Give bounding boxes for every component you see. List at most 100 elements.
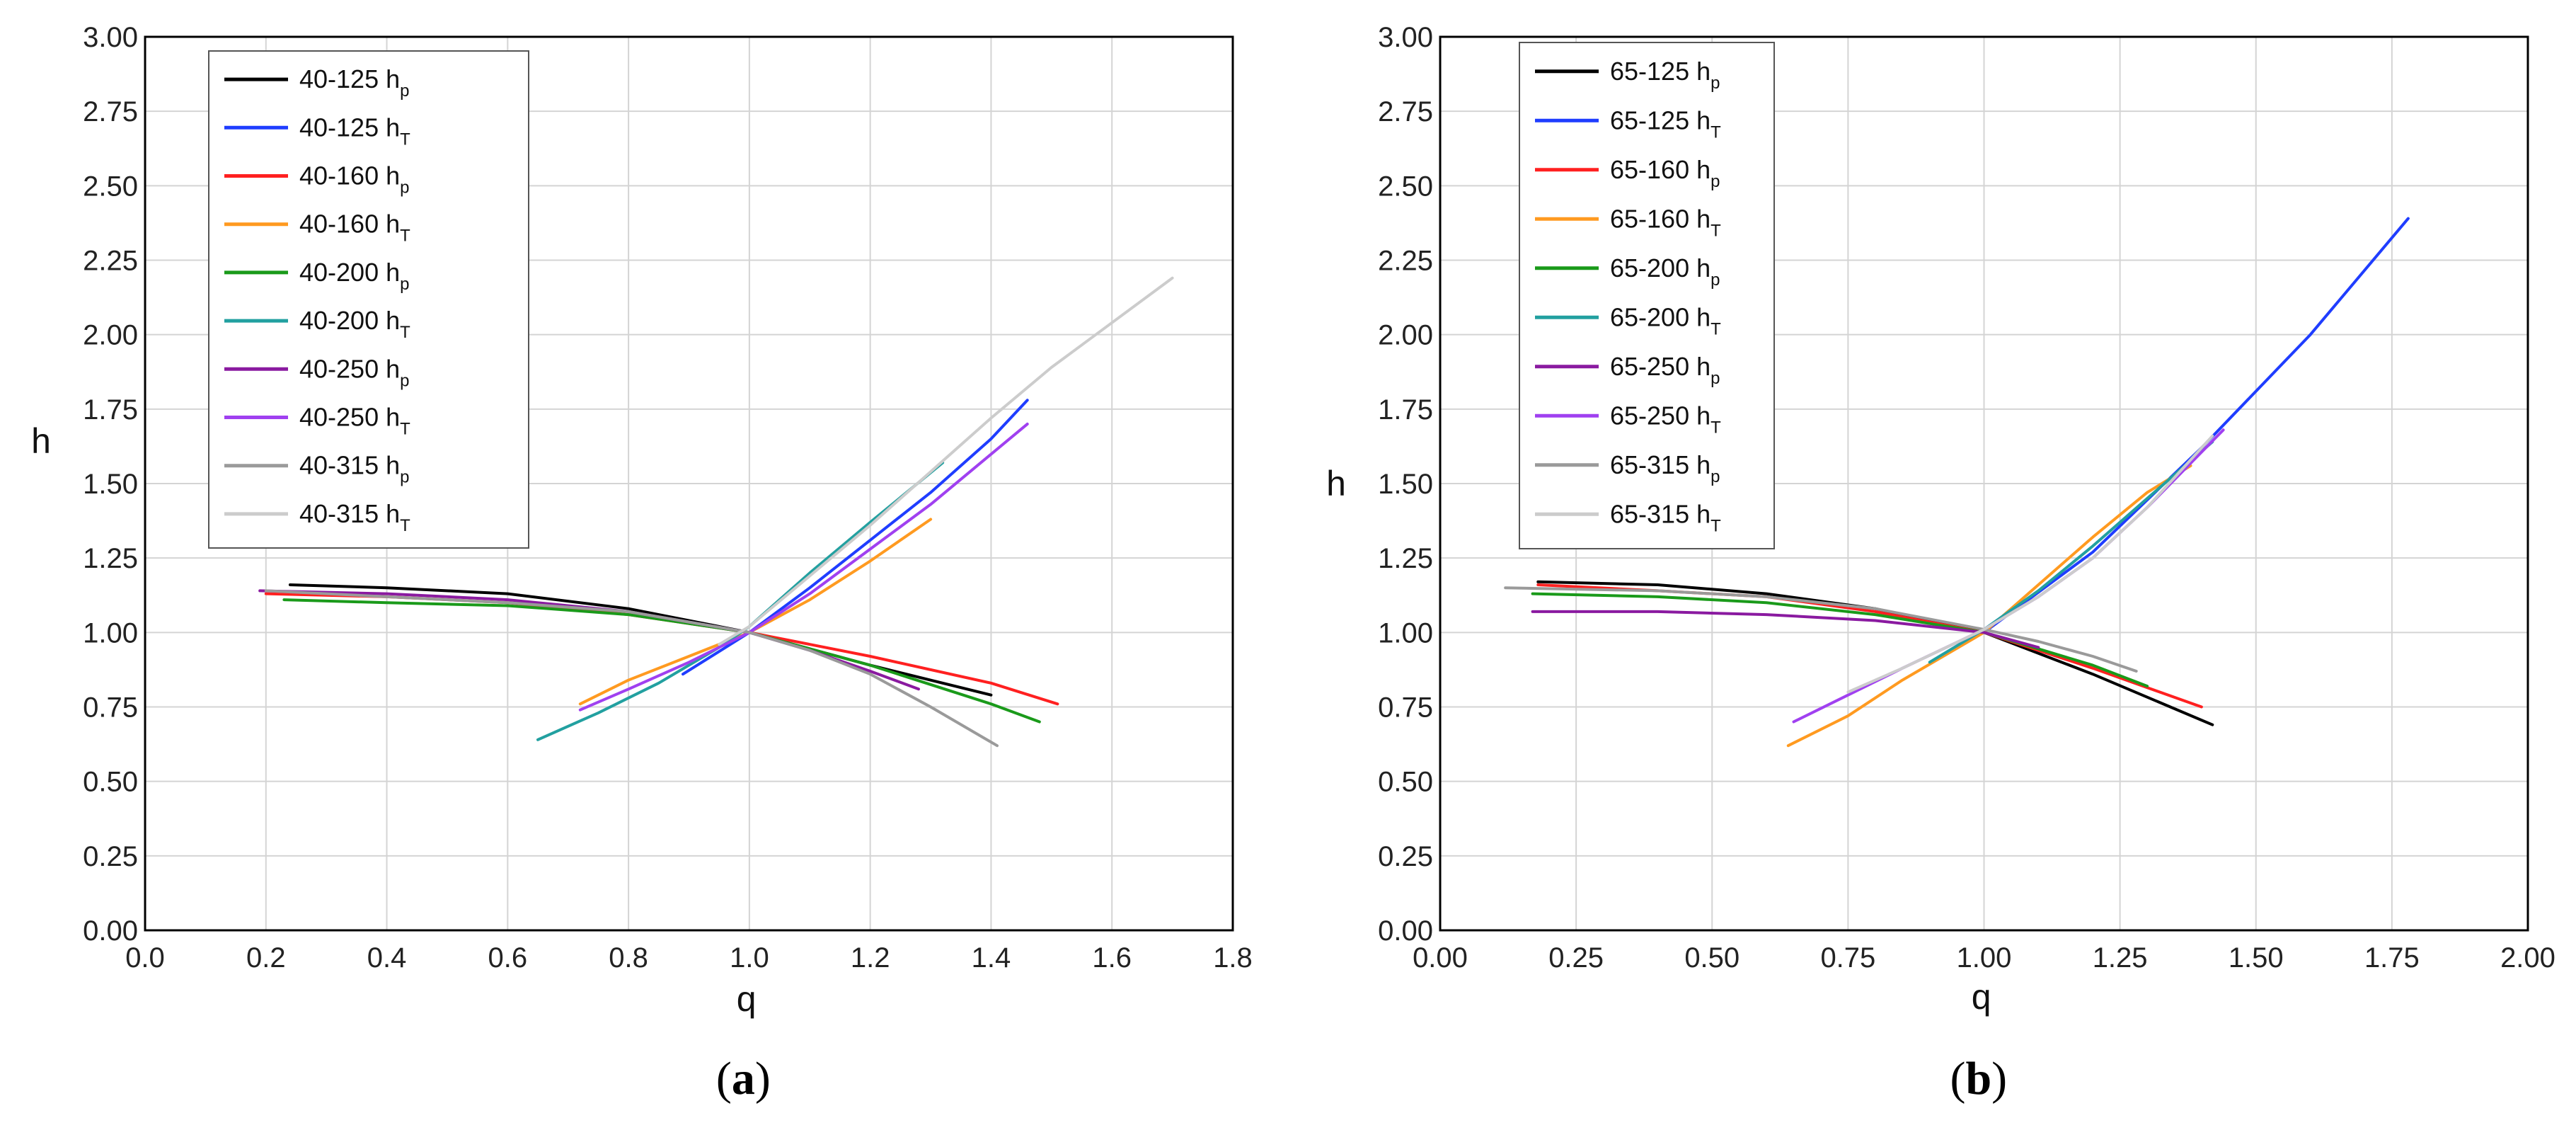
legend-label-text: 40-315 h [299,451,400,480]
x-tick-label: 1.2 [851,942,890,973]
x-tick-label: 0.00 [1413,942,1468,973]
series-line [1792,428,2225,724]
chart-panel-a: 0.0 0.2 0.4 0.6 0.8 1.0 1.2 1.4 1.6 1.8 0.00 0.25 0.… [31,22,1253,1104]
panel-label-letter: a [732,1053,755,1104]
y-tick-label: 0.75 [1378,692,1433,724]
x-tick-label: 0.50 [1684,942,1740,973]
x-tick-label: 1.8 [1213,942,1253,973]
y-tick-label: 1.50 [1378,469,1433,500]
legend-label-subscript: T [400,516,410,535]
series-line [264,589,999,748]
legend-label-text: 40-160 h [299,161,400,190]
y-tick-label: 2.25 [1378,246,1433,277]
y-tick-label: 2.75 [83,96,138,127]
legend-label: 40-160 hp [299,161,409,198]
legend-label-subscript: p [400,275,409,294]
legend-label-text: 65-125 h [1610,57,1710,86]
series-line [718,276,1174,646]
legend-label: 65-160 hp [1610,155,1720,191]
legend-label-text: 65-315 h [1610,499,1710,528]
panel-label-open: ( [1950,1053,1965,1104]
legend-label: 65-200 hT [1610,302,1721,338]
legend-label: 65-160 hT [1610,204,1721,240]
series-line [1536,583,2203,709]
y-tick-label: 2.75 [1378,96,1433,127]
legend-label-text: 65-250 h [1610,401,1710,430]
legend-label: 65-125 hT [1610,105,1721,142]
panel-label-close: ) [1991,1053,2007,1104]
legend-label-subscript: p [1710,172,1720,191]
legend-label-subscript: p [400,81,409,101]
legend-label-subscript: p [1710,74,1720,93]
legend-label-subscript: p [1710,467,1720,486]
y-axis-label: h [1326,464,1346,503]
x-tick-label: 1.25 [2093,942,2148,973]
x-tick-label: 1.0 [730,942,769,973]
series-line [1846,434,2214,694]
legend-label-text: 65-125 h [1610,105,1710,135]
y-tick-label: 0.75 [83,692,138,724]
y-tick-label: 0.00 [1378,915,1433,947]
x-tick-label: 1.50 [2229,942,2284,973]
x-tick-label: 0.6 [488,942,528,973]
panel-label-letter: b [1965,1053,1991,1104]
y-tick-label: 0.00 [83,915,138,947]
x-tick-label: 1.00 [1957,942,2012,973]
x-tick-label: 0.4 [367,942,407,973]
legend-label-text: 40-315 h [299,499,400,528]
x-tick-label: 0.75 [1820,942,1875,973]
y-tick-label: 2.50 [83,171,138,202]
y-tick-label: 0.25 [83,841,138,872]
legend-label: 40-200 hT [299,306,410,342]
legend-label-subscript: T [400,420,410,439]
y-tick-label: 1.00 [1378,617,1433,649]
legend-label-text: 40-250 h [299,403,400,432]
legend-label-subscript: T [1710,516,1721,535]
legend-label-subscript: T [1710,319,1721,338]
legend-label-subscript: T [1710,221,1721,240]
legend-label-subscript: T [1710,418,1721,437]
legend-label: 40-315 hp [299,451,409,487]
series-line [1531,610,2040,649]
legend-label: 65-125 hp [1610,57,1720,93]
legend-label-subscript: p [400,178,409,198]
legend-label: 65-250 hp [1610,352,1720,388]
series-line [282,598,1041,724]
legend-label-text: 40-250 h [299,354,400,383]
legend-label: 65-250 hT [1610,401,1721,437]
plot-frame [1439,35,2529,932]
legend-label-text: 40-200 h [299,258,400,287]
legend-label-subscript: p [400,468,409,487]
y-tick-label: 1.00 [83,617,138,649]
series-line [1504,586,2138,673]
series-line [288,583,993,697]
y-tick-label: 0.50 [1378,767,1433,798]
y-tick-label: 3.00 [83,22,138,53]
x-axis-label: q [1972,977,1991,1017]
y-tick-label: 1.75 [1378,394,1433,426]
plot-frame [144,35,1234,932]
legend-label: 65-315 hT [1610,499,1721,535]
legend-label: 40-250 hp [299,354,409,390]
x-tick-label: 1.6 [1092,942,1132,973]
legend-label-text: 65-160 h [1610,204,1710,233]
legend-label-subscript: T [400,130,410,149]
y-tick-label: 3.00 [1378,22,1433,53]
series-line [1531,592,2149,688]
y-tick-label: 2.00 [83,320,138,351]
legend-label: 40-315 hT [299,499,410,535]
legend-label-text: 40-160 h [299,210,400,239]
y-tick-label: 1.50 [83,469,138,500]
legend-label-subscript: T [400,227,410,246]
legend-label-text: 65-160 h [1610,155,1710,184]
legend-label-text: 65-200 h [1610,253,1710,282]
x-axis-label: q [737,979,757,1019]
series-line [578,422,1029,712]
chart-panel-b: 0.00 0.25 0.50 0.75 1.00 1.25 1.50 1.75 2.00 0.00… [1326,22,2555,1104]
y-tick-label: 0.25 [1378,841,1433,872]
legend-label-text: 40-125 h [299,113,400,142]
y-tick-label: 0.50 [83,767,138,798]
